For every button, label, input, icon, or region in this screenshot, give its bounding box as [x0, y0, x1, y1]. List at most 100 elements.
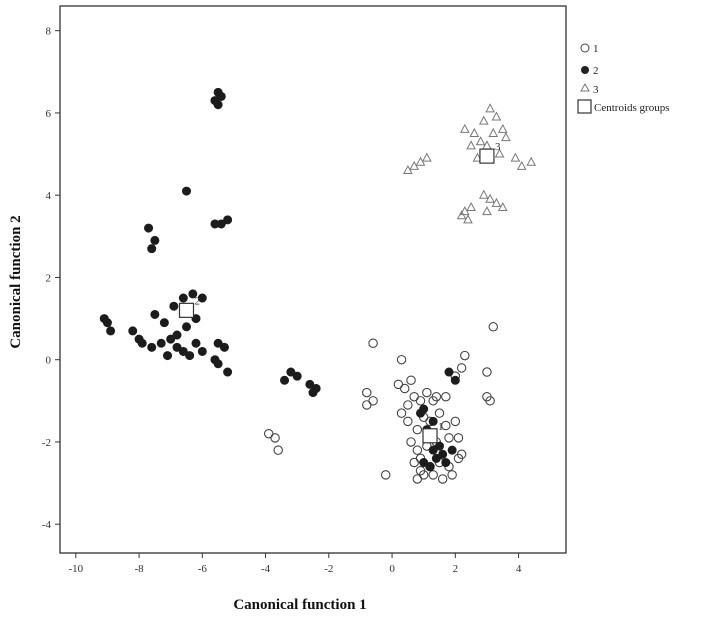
point-group-2 — [169, 301, 179, 311]
y-tick-label: -4 — [42, 519, 52, 531]
data-points — [99, 87, 537, 484]
point-group-2 — [166, 334, 176, 344]
point-group-3 — [403, 164, 413, 175]
point-group-1 — [399, 383, 410, 394]
point-group-2 — [150, 309, 160, 319]
point-group-2 — [178, 293, 188, 303]
point-group-1 — [428, 470, 438, 480]
point-group-1 — [409, 391, 419, 402]
y-tick-label: -2 — [42, 437, 51, 449]
point-group-2 — [147, 342, 157, 352]
x-tick-label: -4 — [261, 563, 271, 575]
point-group-1 — [263, 428, 274, 439]
point-group-2 — [102, 318, 112, 328]
x-tick-label: 4 — [516, 563, 522, 575]
point-group-3 — [485, 193, 495, 203]
y-tick-label: 4 — [46, 190, 52, 202]
point-group-3 — [510, 152, 521, 162]
y-tick-label: 0 — [46, 355, 52, 367]
legend-marker-centroid — [577, 99, 592, 114]
point-group-2 — [172, 342, 182, 352]
point-group-3 — [482, 206, 492, 216]
point-group-3 — [469, 127, 480, 137]
point-group-2 — [178, 346, 188, 356]
centroid-label-3: 3 — [495, 141, 501, 153]
point-group-1 — [460, 350, 470, 361]
point-group-1 — [447, 470, 457, 480]
point-group-2 — [128, 326, 138, 336]
point-group-1 — [412, 445, 423, 455]
point-group-3 — [459, 123, 470, 133]
legend-label-2: 2 — [593, 65, 599, 77]
point-group-2 — [438, 449, 448, 459]
axis-ticks: -10 -8 -6 -4 -2 0 2 4 -4 -2 0 2 4 6 8 — [42, 26, 522, 575]
point-group-2 — [219, 342, 229, 352]
point-group-1 — [444, 433, 454, 443]
point-group-2 — [185, 351, 195, 361]
x-tick-label: 0 — [389, 563, 395, 575]
point-group-2 — [280, 375, 290, 385]
legend: 1 2 3 Centroids groups — [577, 43, 669, 114]
point-group-2 — [441, 458, 451, 468]
point-group-1 — [453, 433, 464, 443]
point-group-2 — [447, 445, 457, 455]
point-group-1 — [441, 391, 451, 402]
point-group-2 — [197, 346, 207, 356]
point-group-2 — [213, 338, 223, 348]
point-group-3 — [475, 136, 486, 146]
point-group-1 — [412, 474, 423, 484]
x-tick-label: -10 — [68, 563, 83, 575]
point-group-2 — [210, 96, 220, 106]
point-group-1 — [482, 367, 492, 377]
point-group-2 — [172, 330, 182, 340]
plot-frame — [59, 5, 567, 554]
point-group-3 — [497, 201, 508, 212]
point-group-2 — [450, 375, 460, 385]
point-group-1 — [415, 396, 426, 406]
point-group-3 — [491, 197, 502, 207]
point-group-2 — [159, 318, 169, 328]
point-group-3 — [485, 103, 495, 113]
point-group-2 — [150, 235, 160, 245]
point-group-1 — [393, 379, 404, 390]
centroid-1 — [422, 428, 438, 444]
point-group-1 — [403, 400, 413, 410]
point-group-1 — [409, 457, 419, 468]
point-group-2 — [182, 186, 192, 196]
point-group-1 — [362, 400, 372, 410]
point-group-2 — [216, 219, 226, 229]
point-group-1 — [437, 474, 448, 484]
point-group-1 — [396, 408, 407, 418]
point-group-1 — [273, 445, 283, 455]
legend-entry-3: 3 — [580, 82, 599, 96]
point-group-2 — [419, 458, 429, 468]
point-group-1 — [403, 416, 413, 427]
point-group-3 — [466, 201, 476, 212]
point-group-2 — [191, 338, 201, 348]
point-group-2 — [428, 416, 438, 426]
centroid-label-1: 1 — [438, 421, 444, 433]
centroid-label-2: 2 — [195, 295, 201, 307]
point-group-1 — [362, 387, 372, 398]
point-group-3 — [497, 123, 508, 133]
point-group-1 — [441, 420, 451, 431]
point-group-3 — [409, 160, 420, 170]
point-group-2 — [416, 408, 426, 418]
point-group-2 — [213, 359, 223, 369]
legend-label-3: 3 — [593, 84, 599, 96]
legend-label-centroids: Centroids groups — [594, 102, 669, 114]
centroids: 1 2 3 — [178, 141, 501, 444]
point-group-1 — [456, 363, 467, 373]
point-group-1 — [488, 322, 499, 332]
point-group-3 — [516, 160, 527, 170]
point-group-2 — [425, 462, 435, 472]
point-group-2 — [197, 293, 207, 303]
point-group-3 — [466, 140, 476, 150]
legend-entry-centroids: Centroids groups — [577, 99, 669, 114]
legend-marker-3 — [580, 82, 590, 92]
point-group-1 — [368, 338, 378, 348]
point-group-2 — [137, 338, 147, 348]
point-group-2 — [223, 215, 233, 225]
point-group-3 — [491, 111, 502, 121]
point-group-3 — [478, 115, 489, 125]
